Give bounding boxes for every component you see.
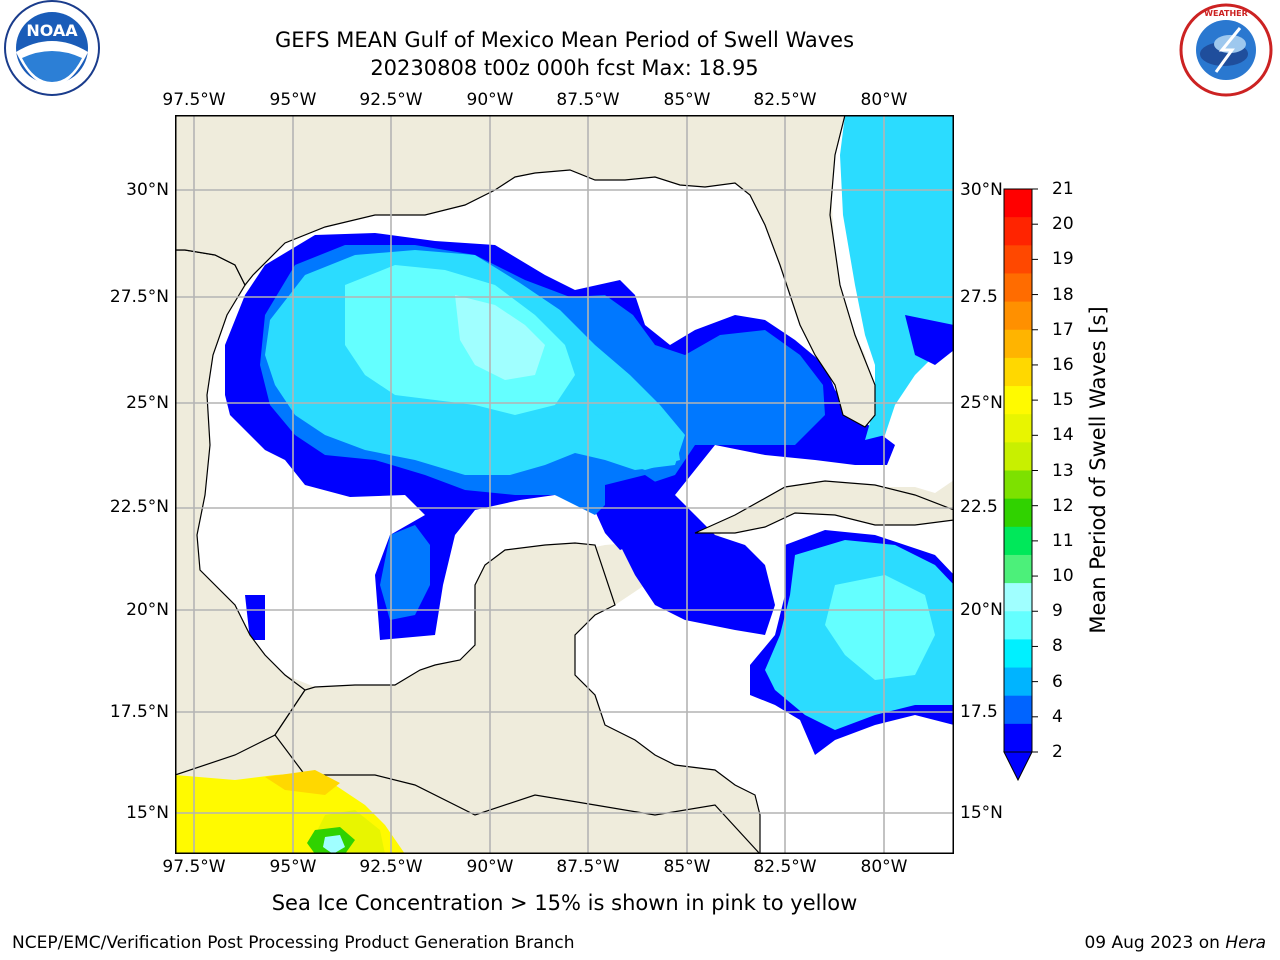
y-tick-left: 25°N <box>126 393 169 413</box>
colorbar-tick-marks <box>1032 188 1038 753</box>
colorbar-cell <box>1004 554 1032 584</box>
y-tick-left: 20°N <box>126 600 169 620</box>
colorbar-tick-label: 19 <box>1052 249 1074 270</box>
colorbar-tick-label: 14 <box>1052 425 1074 446</box>
colorbar-cell <box>1004 217 1032 246</box>
y-tick-right: 20°N <box>960 600 1003 620</box>
x-tick-bottom: 82.5°W <box>753 857 817 877</box>
x-tick-top: 90°W <box>466 90 514 110</box>
svg-text:WEATHER: WEATHER <box>1204 9 1248 18</box>
colorbar-tick-label: 21 <box>1052 179 1074 199</box>
colorbar-cell <box>1004 695 1032 725</box>
cuba-outline <box>694 480 954 534</box>
x-tick-bottom: 92.5°W <box>359 857 423 877</box>
x-tick-top: 82.5°W <box>753 90 817 110</box>
colorbar-cell <box>1004 329 1032 359</box>
colorbar-cell <box>1004 414 1032 443</box>
y-tick-left: 30°N <box>126 180 169 200</box>
colorbar-cell <box>1004 273 1032 303</box>
colorbar-tick-label: 17 <box>1052 319 1074 340</box>
x-tick-bottom: 80°W <box>860 857 908 877</box>
x-tick-top: 87.5°W <box>556 90 620 110</box>
colorbar-tick-label: 15 <box>1052 390 1074 411</box>
chart-title: GEFS MEAN Gulf of Mexico Mean Period of … <box>274 28 855 52</box>
colorbar-cell <box>1004 667 1032 697</box>
swell-period-field <box>225 115 954 755</box>
map-frame <box>175 115 954 854</box>
sea-ice-note: Sea Ice Concentration > 15% is shown in … <box>271 891 858 915</box>
x-tick-top: 85°W <box>663 90 711 110</box>
footer-date: 09 Aug 2023 on Hera <box>1084 933 1266 953</box>
y-tick-right: 17.5 <box>960 702 998 722</box>
x-tick-bottom: 85°W <box>663 857 711 877</box>
colorbar-tick-label: 18 <box>1052 284 1074 305</box>
colorbar-label: Mean Period of Swell Waves [s] <box>1086 306 1110 634</box>
colorbar-tick-label: 10 <box>1052 566 1074 587</box>
colorbar-tick-label: 16 <box>1052 354 1074 375</box>
colorbar-cell <box>1004 189 1032 218</box>
colorbar-tick-label: 8 <box>1052 636 1063 657</box>
x-tick-bottom: 97.5°W <box>162 857 226 877</box>
colorbar-tick-label: 6 <box>1052 671 1063 692</box>
footer-date-text: 09 Aug 2023 on <box>1084 933 1226 953</box>
y-tick-right: 15°N <box>960 803 1003 823</box>
us-gulf-coast <box>175 115 876 428</box>
colorbar-tick-label: 12 <box>1052 495 1074 516</box>
x-tick-top: 97.5°W <box>162 90 226 110</box>
colorbar <box>1003 188 1038 782</box>
y-tick-left: 27.5°N <box>109 287 169 307</box>
footer-host: Hera <box>1225 933 1266 953</box>
x-tick-bottom: 90°W <box>466 857 514 877</box>
colorbar-cell <box>1004 611 1032 640</box>
colorbar-cell <box>1004 723 1032 753</box>
nws-logo: WEATHER <box>1179 3 1273 97</box>
x-tick-top: 95°W <box>269 90 317 110</box>
colorbar-cell <box>1004 357 1032 387</box>
map-panel <box>175 115 954 854</box>
x-tick-top: 92.5°W <box>359 90 423 110</box>
noaa-logo-text: NOAA <box>26 21 78 40</box>
colorbar-cell <box>1004 526 1032 556</box>
x-tick-top: 80°W <box>860 90 908 110</box>
colorbar-tick-label: 13 <box>1052 460 1074 481</box>
noaa-logo: NOAA <box>4 0 100 96</box>
colorbar-tick-label: 11 <box>1052 530 1074 551</box>
footer-credit: NCEP/EMC/Verification Post Processing Pr… <box>12 933 575 953</box>
colorbar-tick-label: 4 <box>1052 706 1063 727</box>
colorbar-cell <box>1004 639 1032 669</box>
colorbar-cells <box>1004 189 1032 753</box>
y-tick-left: 17.5°N <box>109 702 169 722</box>
colorbar-min-extend <box>1003 751 1033 782</box>
colorbar-tick-label: 2 <box>1052 742 1063 762</box>
x-tick-bottom: 95°W <box>269 857 317 877</box>
y-tick-right: 27.5 <box>960 287 998 307</box>
colorbar-tick-label: 9 <box>1052 601 1063 622</box>
chart-subtitle-run: 20230808 t00z 000h fcst Max: 18.95 <box>370 56 759 80</box>
colorbar-cell <box>1004 470 1032 500</box>
colorbar-cell <box>1004 245 1032 275</box>
colorbar-cell <box>1004 386 1032 415</box>
lat-lon-grid <box>175 115 954 854</box>
colorbar-cell <box>1004 301 1032 331</box>
colorbar-cell <box>1004 498 1032 528</box>
colorbar-cell <box>1004 583 1032 612</box>
y-tick-right: 30°N <box>960 180 1003 200</box>
y-tick-left: 22.5°N <box>109 497 169 517</box>
y-tick-right: 25°N <box>960 393 1003 413</box>
x-tick-bottom: 87.5°W <box>556 857 620 877</box>
y-tick-right: 22.5 <box>960 497 998 517</box>
colorbar-cell <box>1004 442 1032 472</box>
colorbar-tick-label: 20 <box>1052 214 1074 235</box>
yucatan-peninsula <box>274 542 761 854</box>
y-tick-left: 15°N <box>126 803 169 823</box>
